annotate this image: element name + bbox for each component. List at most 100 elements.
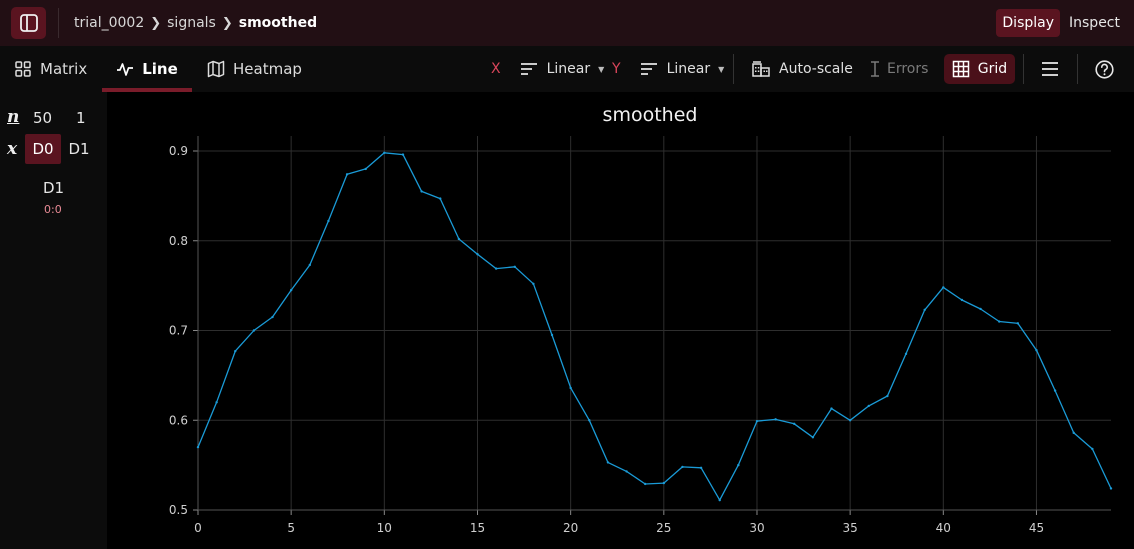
- data-point[interactable]: [979, 307, 982, 311]
- data-point[interactable]: [681, 465, 684, 469]
- data-point[interactable]: [755, 419, 759, 423]
- data-point[interactable]: [867, 404, 870, 408]
- data-point[interactable]: [774, 418, 777, 421]
- x-tick-label: 0: [194, 521, 202, 535]
- data-point[interactable]: [289, 288, 293, 292]
- data-point[interactable]: [420, 190, 423, 193]
- data-point[interactable]: [923, 308, 926, 312]
- x-tick-label: 10: [377, 521, 392, 535]
- x-tick-label: 15: [470, 521, 485, 535]
- data-point[interactable]: [1091, 447, 1094, 451]
- divider: [58, 8, 59, 38]
- data-point[interactable]: [699, 466, 703, 470]
- data-point[interactable]: [1053, 389, 1057, 392]
- display-mode-button[interactable]: Display: [996, 9, 1061, 37]
- errors-button[interactable]: Errors: [869, 46, 928, 92]
- y-tick-label: 0.9: [169, 144, 188, 158]
- data-point[interactable]: [196, 445, 200, 449]
- tab-line[interactable]: Line: [102, 46, 192, 92]
- data-point[interactable]: [383, 151, 386, 154]
- data-point[interactable]: [327, 219, 330, 223]
- data-point[interactable]: [234, 349, 237, 353]
- y-scale-select[interactable]: Y Linear ▼: [612, 46, 724, 92]
- grid-label: Grid: [977, 61, 1008, 77]
- data-point[interactable]: [793, 422, 796, 426]
- x-tick-label: 35: [843, 521, 858, 535]
- data-point[interactable]: [308, 263, 311, 267]
- data-point[interactable]: [588, 419, 591, 422]
- grid-toggle-button[interactable]: Grid: [944, 54, 1015, 84]
- sidebar-toggle-button[interactable]: [11, 7, 46, 39]
- data-point[interactable]: [942, 286, 945, 289]
- chevron-right-icon: ❯: [150, 15, 162, 31]
- data-point[interactable]: [998, 320, 1001, 323]
- dim-chip-d0[interactable]: D0: [25, 134, 61, 164]
- chart-axes: 0 5 10 15 20 25 30 35 40 45 0.5 0.6 0.7 0.8 0.9: [169, 136, 1111, 535]
- data-point[interactable]: [737, 463, 740, 467]
- chart-title: smoothed: [603, 104, 698, 126]
- line-chart[interactable]: smoothed 0 5 10 15 20 25 30 35 40 45 0.5 0.6 0.7 0.8 0…: [107, 92, 1134, 549]
- tab-matrix-label: Matrix: [40, 60, 88, 78]
- y-tick-label: 0.8: [169, 234, 188, 248]
- dim-size-d0: 50: [33, 109, 53, 127]
- autoscale-button[interactable]: Auto-scale: [751, 46, 853, 92]
- data-point[interactable]: [457, 237, 461, 241]
- dim-chip-d1[interactable]: D1: [68, 140, 90, 158]
- data-point[interactable]: [1035, 349, 1038, 352]
- dim-axis-label: x: [7, 139, 18, 159]
- data-point[interactable]: [345, 173, 349, 176]
- series-points: [196, 151, 1113, 502]
- data-point[interactable]: [476, 253, 479, 256]
- data-point[interactable]: [569, 386, 572, 390]
- data-point[interactable]: [960, 298, 964, 302]
- breadcrumb-item-file[interactable]: trial_0002: [74, 15, 145, 31]
- breadcrumb-item-group[interactable]: signals: [167, 15, 216, 31]
- tab-matrix[interactable]: Matrix: [14, 46, 87, 92]
- data-point[interactable]: [830, 407, 833, 410]
- data-point[interactable]: [606, 461, 610, 464]
- tab-heatmap[interactable]: Heatmap: [207, 46, 302, 92]
- data-point[interactable]: [643, 482, 647, 486]
- data-point[interactable]: [215, 401, 218, 404]
- data-point[interactable]: [532, 282, 535, 286]
- data-point[interactable]: [401, 153, 405, 156]
- data-point[interactable]: [271, 315, 274, 319]
- data-point[interactable]: [1016, 322, 1020, 325]
- data-point[interactable]: [252, 329, 256, 332]
- data-point[interactable]: [662, 481, 666, 485]
- dimension-mapper: n x 50 1 D0 D1 D1 0:0: [0, 92, 107, 549]
- menu-button[interactable]: [1041, 46, 1059, 92]
- data-point[interactable]: [848, 419, 852, 422]
- grid-icon: [952, 60, 970, 78]
- mode-switch: Display Inspect: [996, 9, 1126, 37]
- data-point[interactable]: [494, 267, 498, 270]
- y-scale-value: Linear: [666, 61, 711, 77]
- x-tick-label: 25: [656, 521, 671, 535]
- chart-grid: [197, 136, 1111, 511]
- visualization-toolbar: Matrix Line Heatmap X Linear ▼ Y Line: [0, 46, 1134, 92]
- data-point[interactable]: [904, 352, 908, 356]
- chevron-right-icon: ❯: [221, 15, 233, 31]
- tab-heatmap-label: Heatmap: [233, 60, 302, 78]
- data-point[interactable]: [1072, 431, 1075, 435]
- breadcrumb: trial_0002 ❯ signals ❯ smoothed: [74, 0, 317, 46]
- toolbar-divider: [733, 54, 734, 84]
- data-point[interactable]: [811, 436, 815, 439]
- data-point[interactable]: [886, 394, 889, 398]
- help-button[interactable]: [1095, 46, 1114, 92]
- data-point[interactable]: [1109, 487, 1113, 490]
- inspect-mode-button[interactable]: Inspect: [1069, 15, 1120, 31]
- chart-svg[interactable]: smoothed 0 5 10 15 20 25 30 35 40 450.50.60.70.80…: [107, 92, 1134, 549]
- chevron-down-icon: ▼: [598, 64, 605, 74]
- hamburger-menu-icon: [1042, 62, 1058, 76]
- data-point[interactable]: [625, 470, 628, 473]
- sort-lines-icon: [520, 63, 537, 75]
- data-point[interactable]: [513, 265, 516, 268]
- autoscale-label: Auto-scale: [779, 61, 853, 77]
- x-scale-select[interactable]: X Linear ▼: [491, 46, 604, 92]
- data-point[interactable]: [718, 498, 721, 502]
- data-point[interactable]: [439, 197, 442, 200]
- top-bar: trial_0002 ❯ signals ❯ smoothed Display …: [0, 0, 1134, 46]
- data-point[interactable]: [364, 167, 367, 171]
- data-point[interactable]: [550, 333, 554, 337]
